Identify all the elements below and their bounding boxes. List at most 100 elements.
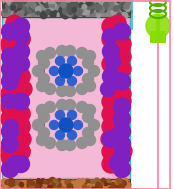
Circle shape bbox=[57, 13, 60, 16]
Circle shape bbox=[113, 98, 130, 115]
Circle shape bbox=[80, 9, 83, 12]
Circle shape bbox=[12, 4, 17, 9]
Circle shape bbox=[38, 128, 49, 139]
Circle shape bbox=[82, 112, 93, 122]
Circle shape bbox=[65, 180, 70, 185]
Circle shape bbox=[100, 187, 106, 189]
Circle shape bbox=[22, 7, 27, 11]
Circle shape bbox=[113, 119, 129, 135]
Circle shape bbox=[123, 1, 127, 5]
Circle shape bbox=[1, 147, 19, 166]
Circle shape bbox=[67, 184, 73, 189]
Circle shape bbox=[9, 181, 14, 187]
Circle shape bbox=[102, 18, 120, 36]
Circle shape bbox=[113, 136, 130, 153]
Circle shape bbox=[46, 180, 50, 184]
Circle shape bbox=[86, 2, 90, 6]
Circle shape bbox=[36, 186, 41, 189]
Circle shape bbox=[54, 11, 57, 14]
Circle shape bbox=[42, 1, 45, 4]
Circle shape bbox=[47, 0, 53, 4]
Circle shape bbox=[82, 13, 86, 16]
Circle shape bbox=[32, 2, 39, 9]
Circle shape bbox=[122, 5, 127, 10]
Circle shape bbox=[53, 179, 57, 183]
Circle shape bbox=[102, 30, 120, 48]
Circle shape bbox=[66, 183, 72, 188]
Circle shape bbox=[28, 180, 32, 184]
Circle shape bbox=[72, 180, 75, 183]
Circle shape bbox=[82, 57, 93, 68]
Circle shape bbox=[13, 180, 17, 184]
Circle shape bbox=[36, 12, 40, 15]
Circle shape bbox=[127, 186, 131, 189]
Circle shape bbox=[92, 180, 95, 183]
Circle shape bbox=[30, 2, 36, 8]
Circle shape bbox=[113, 123, 130, 140]
Circle shape bbox=[1, 85, 19, 103]
Circle shape bbox=[6, 4, 10, 8]
Circle shape bbox=[101, 182, 106, 187]
Circle shape bbox=[33, 66, 44, 77]
Circle shape bbox=[8, 188, 11, 189]
Circle shape bbox=[116, 143, 132, 159]
Circle shape bbox=[79, 5, 85, 11]
Circle shape bbox=[60, 12, 65, 17]
Circle shape bbox=[60, 184, 65, 189]
Circle shape bbox=[112, 13, 117, 18]
Circle shape bbox=[59, 184, 64, 188]
Circle shape bbox=[40, 186, 44, 189]
Circle shape bbox=[35, 7, 41, 12]
Circle shape bbox=[101, 81, 116, 97]
Circle shape bbox=[126, 187, 131, 189]
Circle shape bbox=[5, 4, 9, 8]
FancyBboxPatch shape bbox=[2, 0, 130, 17]
Circle shape bbox=[4, 5, 8, 10]
Circle shape bbox=[44, 1, 50, 8]
Circle shape bbox=[12, 118, 30, 136]
Circle shape bbox=[38, 57, 49, 68]
Circle shape bbox=[72, 1, 78, 7]
Circle shape bbox=[108, 187, 112, 189]
Circle shape bbox=[54, 188, 57, 189]
Circle shape bbox=[96, 5, 102, 10]
Circle shape bbox=[16, 11, 23, 18]
Circle shape bbox=[12, 130, 30, 148]
Circle shape bbox=[67, 7, 74, 14]
Circle shape bbox=[85, 184, 89, 187]
Circle shape bbox=[50, 11, 56, 17]
Circle shape bbox=[15, 131, 31, 147]
Circle shape bbox=[9, 14, 13, 17]
Circle shape bbox=[13, 93, 30, 110]
Circle shape bbox=[52, 183, 55, 187]
Circle shape bbox=[47, 8, 53, 15]
Circle shape bbox=[101, 131, 117, 147]
Circle shape bbox=[2, 48, 18, 65]
Circle shape bbox=[111, 185, 116, 189]
Circle shape bbox=[53, 3, 57, 7]
Circle shape bbox=[68, 77, 77, 85]
Circle shape bbox=[12, 80, 30, 98]
Circle shape bbox=[107, 180, 112, 185]
Circle shape bbox=[85, 81, 96, 91]
Circle shape bbox=[86, 3, 93, 9]
Circle shape bbox=[61, 2, 66, 8]
Circle shape bbox=[113, 47, 131, 66]
Circle shape bbox=[112, 4, 118, 10]
Circle shape bbox=[108, 5, 113, 10]
Circle shape bbox=[2, 123, 18, 140]
Circle shape bbox=[38, 187, 44, 189]
Circle shape bbox=[27, 180, 33, 185]
Circle shape bbox=[127, 183, 131, 187]
Circle shape bbox=[119, 5, 124, 9]
Circle shape bbox=[68, 57, 77, 66]
Circle shape bbox=[78, 7, 82, 11]
Circle shape bbox=[85, 4, 90, 8]
Circle shape bbox=[44, 180, 47, 184]
Circle shape bbox=[27, 10, 31, 14]
Circle shape bbox=[113, 60, 131, 78]
Circle shape bbox=[1, 35, 19, 53]
Circle shape bbox=[1, 98, 19, 115]
Circle shape bbox=[117, 0, 120, 2]
Circle shape bbox=[125, 183, 130, 188]
